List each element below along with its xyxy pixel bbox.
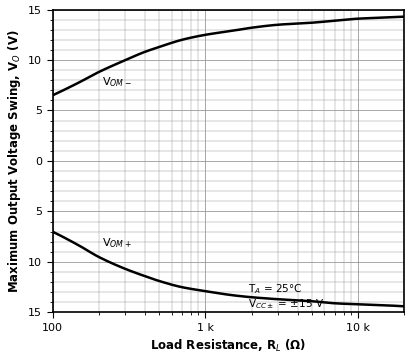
Text: T$_A$ = 25°C: T$_A$ = 25°C bbox=[247, 282, 301, 296]
Text: V$_{CC\pm}$ = ±15 V: V$_{CC\pm}$ = ±15 V bbox=[247, 297, 324, 311]
X-axis label: Load Resistance, R$_L$ (Ω): Load Resistance, R$_L$ (Ω) bbox=[150, 338, 306, 355]
Y-axis label: Maximum Output Voltage Swing, V$_O$ (V): Maximum Output Voltage Swing, V$_O$ (V) bbox=[6, 29, 22, 293]
Text: V$_{OM-}$: V$_{OM-}$ bbox=[101, 75, 131, 89]
Text: V$_{OM+}$: V$_{OM+}$ bbox=[101, 236, 131, 250]
